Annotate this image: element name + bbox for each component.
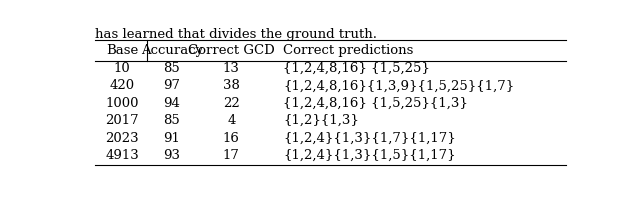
Text: 16: 16 bbox=[223, 132, 240, 145]
Text: Correct predictions: Correct predictions bbox=[284, 45, 413, 58]
Text: 13: 13 bbox=[223, 62, 240, 75]
Text: 2017: 2017 bbox=[106, 114, 139, 127]
Text: 93: 93 bbox=[163, 149, 180, 162]
Text: 94: 94 bbox=[163, 97, 180, 110]
Text: {1,2,4}{1,3}{1,7}{1,17}: {1,2,4}{1,3}{1,7}{1,17} bbox=[284, 132, 456, 145]
Text: 17: 17 bbox=[223, 149, 240, 162]
Text: 91: 91 bbox=[163, 132, 180, 145]
Text: 4913: 4913 bbox=[106, 149, 139, 162]
Text: 22: 22 bbox=[223, 97, 239, 110]
Text: {1,2,4,8,16} {1,5,25}: {1,2,4,8,16} {1,5,25} bbox=[284, 62, 430, 75]
Text: Base: Base bbox=[106, 45, 138, 58]
Text: 1000: 1000 bbox=[106, 97, 139, 110]
Text: 10: 10 bbox=[114, 62, 131, 75]
Text: 2023: 2023 bbox=[106, 132, 139, 145]
Text: 85: 85 bbox=[163, 62, 180, 75]
Text: has learned that divides the ground truth.: has learned that divides the ground trut… bbox=[95, 28, 377, 41]
Text: 38: 38 bbox=[223, 79, 240, 92]
Text: {1,2,4,8,16}{1,3,9}{1,5,25}{1,7}: {1,2,4,8,16}{1,3,9}{1,5,25}{1,7} bbox=[284, 79, 515, 92]
Text: {1,2}{1,3}: {1,2}{1,3} bbox=[284, 114, 359, 127]
Text: 85: 85 bbox=[163, 114, 180, 127]
Text: {1,2,4,8,16} {1,5,25}{1,3}: {1,2,4,8,16} {1,5,25}{1,3} bbox=[284, 97, 468, 110]
Text: Accuracy: Accuracy bbox=[141, 45, 203, 58]
Text: 4: 4 bbox=[227, 114, 236, 127]
Text: 420: 420 bbox=[109, 79, 135, 92]
Text: 97: 97 bbox=[163, 79, 180, 92]
Text: Correct GCD: Correct GCD bbox=[188, 45, 275, 58]
Text: {1,2,4}{1,3}{1,5}{1,17}: {1,2,4}{1,3}{1,5}{1,17} bbox=[284, 149, 456, 162]
